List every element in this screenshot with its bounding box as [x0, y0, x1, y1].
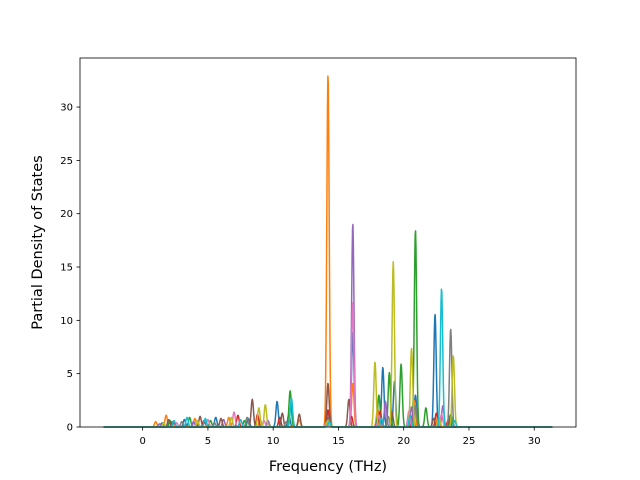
y-tick-label: 5 — [67, 369, 73, 380]
plot-frame — [79, 57, 577, 428]
series-layer — [103, 75, 553, 428]
y-axis-label: Partial Density of States — [30, 155, 46, 329]
x-tick-label: 10 — [267, 436, 280, 447]
y-tick-label: 20 — [60, 209, 73, 220]
series-line-5 — [103, 223, 553, 428]
series-line-3 — [103, 230, 553, 428]
x-tick-label: 30 — [528, 436, 541, 447]
x-axis-label: Frequency (THz) — [269, 459, 387, 475]
series-line-2 — [103, 75, 553, 428]
x-tick-label: 0 — [139, 436, 145, 447]
series-line-7 — [103, 302, 553, 428]
y-tick-label: 25 — [60, 156, 73, 167]
y-tick-label: 10 — [60, 316, 73, 327]
x-tick-label: 15 — [332, 436, 345, 447]
x-tick-label: 25 — [463, 436, 476, 447]
y-tick-label: 0 — [67, 423, 73, 434]
y-tick-label: 15 — [60, 263, 73, 274]
series-line-9 — [103, 260, 553, 428]
y-axis: 0 5 10 15 20 25 30 — [60, 103, 80, 434]
y-tick-label: 30 — [60, 103, 73, 114]
x-axis: 0 5 10 15 20 25 30 — [139, 427, 541, 447]
x-tick-label: 20 — [397, 436, 410, 447]
x-tick-label: 5 — [205, 436, 211, 447]
series-line-10 — [103, 288, 553, 428]
